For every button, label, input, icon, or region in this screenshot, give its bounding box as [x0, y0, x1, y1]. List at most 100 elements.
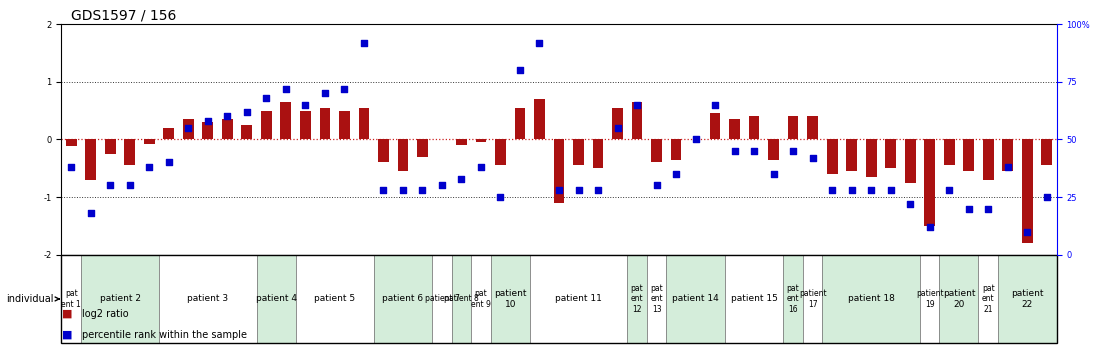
Point	[901, 201, 919, 207]
Bar	[865, 139, 877, 177]
Bar	[222, 119, 233, 139]
Point	[707, 102, 724, 108]
Bar	[124, 139, 135, 165]
Text: patient 2: patient 2	[100, 294, 141, 304]
Text: pat
ent
12: pat ent 12	[631, 284, 644, 314]
Point	[940, 187, 958, 193]
Bar	[803, 255, 823, 343]
Bar	[183, 119, 193, 139]
Bar	[553, 139, 565, 203]
Point	[394, 187, 411, 193]
Bar	[80, 255, 159, 343]
Bar	[417, 139, 428, 157]
Point	[218, 114, 236, 119]
Point	[1018, 229, 1036, 234]
Bar	[784, 255, 803, 343]
Bar	[978, 255, 998, 343]
Point	[121, 183, 139, 188]
Bar	[61, 255, 80, 343]
Point	[589, 187, 607, 193]
Text: ■: ■	[61, 309, 72, 319]
Point	[277, 86, 295, 91]
Text: patient 11: patient 11	[555, 294, 601, 304]
Point	[921, 224, 939, 230]
Bar	[647, 255, 666, 343]
Point	[550, 187, 568, 193]
Bar	[85, 139, 96, 180]
Text: patient 15: patient 15	[731, 294, 777, 304]
Bar	[260, 111, 272, 139]
Text: pat
ent 9: pat ent 9	[471, 289, 491, 309]
Bar	[632, 102, 643, 139]
Bar	[627, 255, 647, 343]
Point	[823, 187, 841, 193]
Bar	[295, 255, 373, 343]
Point	[765, 171, 783, 177]
Bar	[925, 139, 935, 226]
Bar	[807, 116, 818, 139]
Text: ■: ■	[61, 330, 72, 339]
Text: pat
ent 1: pat ent 1	[61, 289, 82, 309]
Point	[63, 164, 80, 170]
Bar	[456, 139, 467, 145]
Bar	[433, 255, 452, 343]
Bar	[491, 255, 530, 343]
Point	[882, 187, 900, 193]
Bar	[339, 111, 350, 139]
Text: patient 8: patient 8	[444, 294, 479, 304]
Point	[843, 187, 861, 193]
Bar	[1003, 139, 1013, 171]
Point	[647, 183, 665, 188]
Point	[998, 164, 1016, 170]
Bar	[1022, 139, 1033, 243]
Bar	[300, 111, 311, 139]
Bar	[788, 116, 798, 139]
Point	[472, 164, 490, 170]
Bar	[666, 255, 724, 343]
Bar	[163, 128, 174, 139]
Text: GDS1597 / 156: GDS1597 / 156	[72, 9, 177, 23]
Point	[492, 194, 510, 200]
Point	[160, 160, 178, 165]
Point	[141, 164, 159, 170]
Bar	[846, 139, 858, 171]
Point	[296, 102, 314, 108]
Text: patient 3: patient 3	[187, 294, 228, 304]
Bar	[159, 255, 257, 343]
Bar	[998, 255, 1057, 343]
Text: percentile rank within the sample: percentile rank within the sample	[82, 330, 247, 339]
Point	[316, 90, 334, 96]
Text: patient
17: patient 17	[799, 289, 826, 309]
Point	[784, 148, 802, 154]
Bar	[710, 114, 720, 139]
Text: patient
19: patient 19	[916, 289, 944, 309]
Bar	[534, 99, 544, 139]
Bar	[530, 255, 627, 343]
Bar	[452, 255, 471, 343]
Point	[667, 171, 685, 177]
Point	[257, 95, 275, 101]
Bar	[904, 139, 916, 183]
Point	[511, 68, 529, 73]
Point	[453, 176, 471, 181]
Point	[433, 183, 451, 188]
Point	[726, 148, 743, 154]
Bar	[257, 255, 295, 343]
Bar	[495, 139, 505, 165]
Point	[414, 187, 432, 193]
Point	[335, 86, 353, 91]
Bar	[724, 255, 784, 343]
Point	[82, 210, 100, 216]
Bar	[749, 116, 759, 139]
Bar	[66, 139, 77, 146]
Text: patient 6: patient 6	[382, 294, 424, 304]
Bar	[1041, 139, 1052, 165]
Bar	[475, 139, 486, 142]
Bar	[359, 108, 369, 139]
Bar	[729, 119, 740, 139]
Bar	[281, 102, 291, 139]
Text: patient 14: patient 14	[672, 294, 719, 304]
Text: pat
ent
21: pat ent 21	[982, 284, 995, 314]
Bar	[105, 139, 115, 154]
Text: patient
22: patient 22	[1011, 289, 1043, 309]
